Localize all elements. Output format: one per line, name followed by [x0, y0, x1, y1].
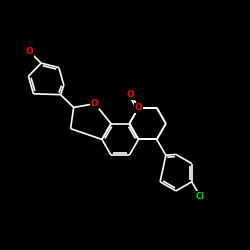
Text: O: O: [91, 99, 99, 108]
Text: Cl: Cl: [196, 192, 204, 200]
Text: O: O: [134, 103, 142, 112]
Text: O: O: [26, 47, 33, 56]
Text: O: O: [127, 90, 134, 99]
